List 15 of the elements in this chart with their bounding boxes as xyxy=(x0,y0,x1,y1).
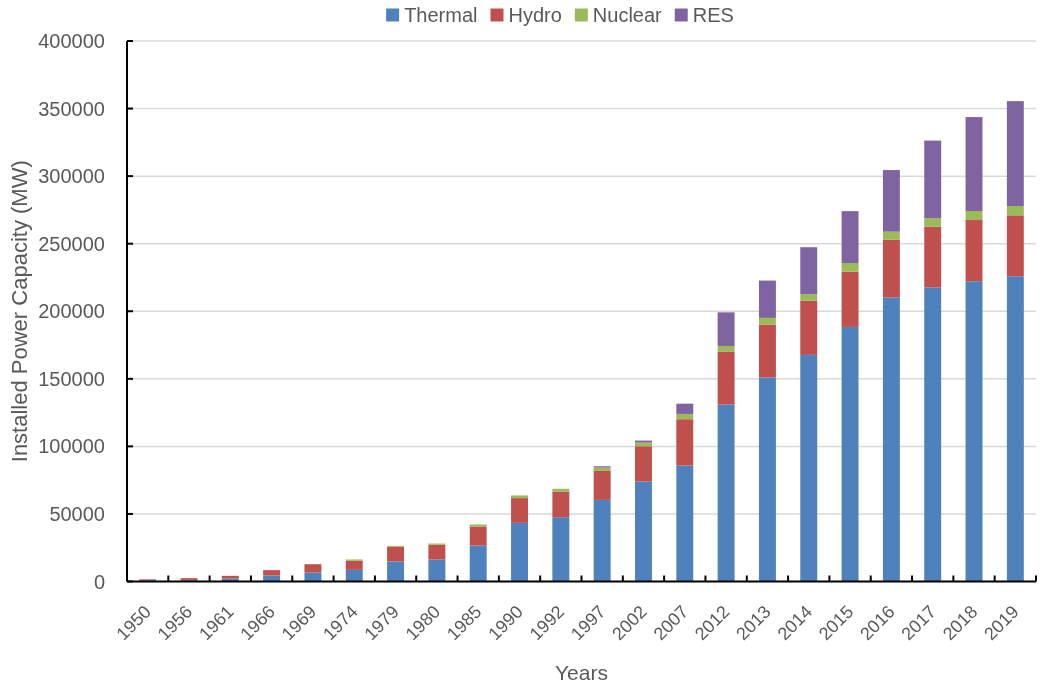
legend-label: Nuclear xyxy=(592,4,663,26)
y-tick-label: 50000 xyxy=(49,502,105,525)
y-tick-label: 300000 xyxy=(38,165,105,188)
x-axis-title: Years xyxy=(555,661,608,684)
y-tick-label: 200000 xyxy=(38,300,105,323)
y-tick-label: 400000 xyxy=(38,30,105,52)
legend-label: Hydro xyxy=(508,4,562,26)
y-axis-title: Installed Power Capacity (MW) xyxy=(7,160,32,463)
y-tick-label: 250000 xyxy=(38,232,105,255)
y-tick-label: 150000 xyxy=(38,367,105,390)
legend-label: RES xyxy=(692,4,734,26)
legend-label: Thermal xyxy=(404,4,478,26)
y-tick-label: 100000 xyxy=(38,435,105,458)
y-tick-label: 0 xyxy=(93,570,105,593)
y-tick-label: 350000 xyxy=(38,97,105,120)
